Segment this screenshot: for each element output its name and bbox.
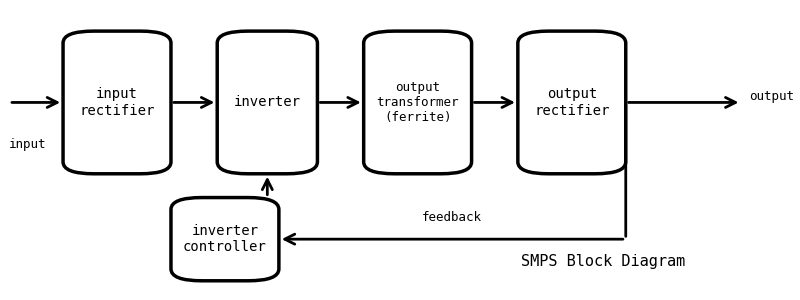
FancyBboxPatch shape [364, 31, 471, 174]
Text: SMPS Block Diagram: SMPS Block Diagram [521, 254, 685, 269]
Text: feedback: feedback [422, 211, 482, 224]
Text: output
rectifier: output rectifier [534, 87, 610, 118]
Text: output
transformer
(ferrite): output transformer (ferrite) [376, 81, 459, 124]
FancyBboxPatch shape [218, 31, 318, 174]
Text: input: input [9, 138, 46, 151]
Text: output: output [749, 90, 794, 103]
FancyBboxPatch shape [518, 31, 626, 174]
Text: inverter
controller: inverter controller [183, 224, 267, 254]
Text: inverter: inverter [234, 95, 301, 110]
Text: input
rectifier: input rectifier [79, 87, 154, 118]
FancyBboxPatch shape [171, 198, 279, 281]
FancyBboxPatch shape [63, 31, 171, 174]
